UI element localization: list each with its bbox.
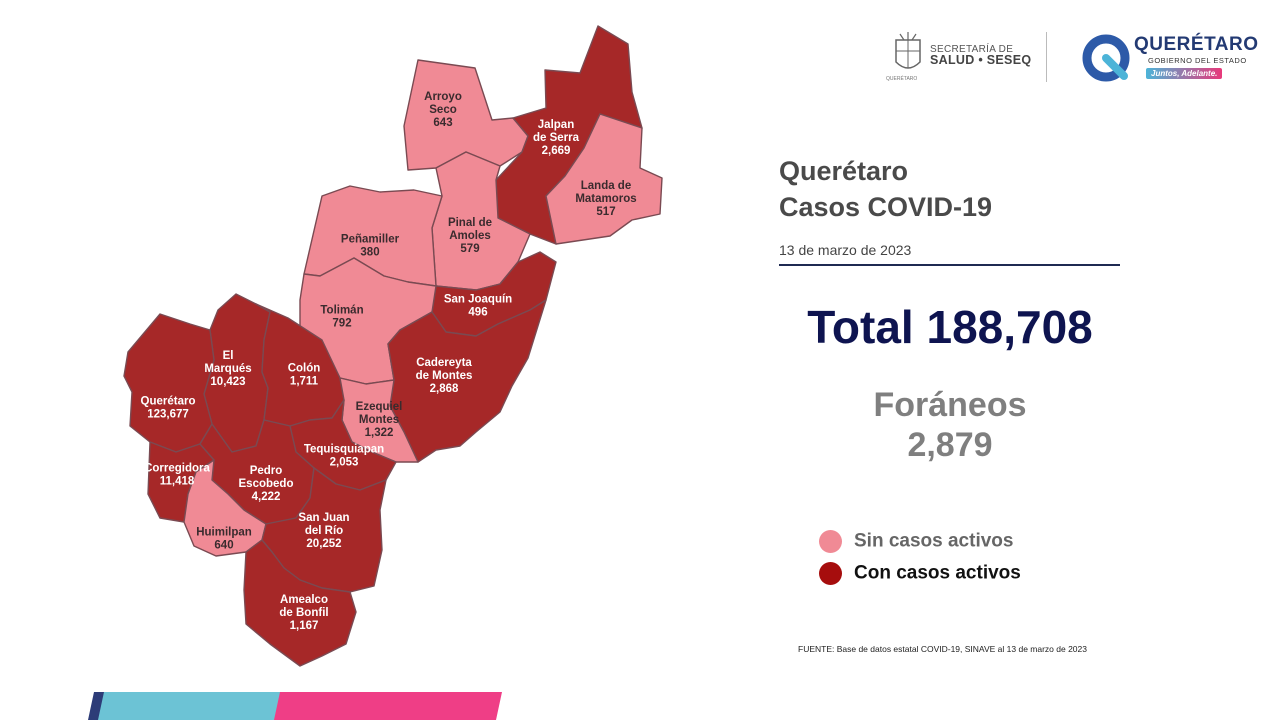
legend-swatch-sin-casos [819, 530, 842, 553]
label-name-el-marques: El [223, 350, 234, 362]
secretaria-line1: SECRETARÍA DE [930, 44, 1014, 55]
title-line1: Querétaro [779, 156, 909, 186]
label-name-cadereyta-de-montes: de Montes [416, 370, 473, 382]
legend-con-casos: Con casos activos [819, 562, 1021, 585]
label-cases-penamiller: 380 [360, 247, 379, 259]
label-name-jalpan-de-serra: Jalpan [538, 119, 574, 131]
label-name-corregidora: Corregidora [144, 463, 210, 475]
label-name-ezequiel-montes: Montes [359, 414, 399, 426]
label-cases-landa-de-matamoros: 517 [596, 206, 615, 218]
label-name-toliman: Tolimán [320, 305, 363, 317]
date-underline [779, 264, 1120, 266]
label-cases-tequisquiapan: 2,053 [330, 457, 359, 469]
gobierno-subtitle: GOBIERNO DEL ESTADO [1148, 56, 1247, 65]
label-name-amealco-de-bonfil: Amealco [280, 594, 328, 606]
gobierno-name: QUERÉTARO [1134, 34, 1259, 55]
label-name-san-juan-del-rio: del Río [305, 525, 343, 537]
state-seal-icon [895, 32, 921, 69]
label-name-pedro-escobedo: Pedro [250, 465, 283, 477]
label-name-ezequiel-montes: Ezequiel [356, 401, 403, 413]
label-name-el-marques: Marqués [204, 363, 251, 375]
label-name-cadereyta-de-montes: Cadereyta [416, 357, 472, 369]
label-cases-san-joaquin: 496 [468, 307, 487, 319]
label-cases-huimilpan: 640 [214, 540, 233, 552]
label-name-queretaro: Querétaro [141, 396, 196, 408]
label-name-jalpan-de-serra: de Serra [533, 132, 580, 144]
label-name-tequisquiapan: Tequisquiapan [304, 444, 384, 456]
label-name-pedro-escobedo: Escobedo [239, 478, 294, 490]
label-name-amealco-de-bonfil: de Bonfil [279, 607, 328, 619]
total-cases: Total 188,708 [807, 301, 1093, 353]
title-line2: Casos COVID-19 [779, 192, 993, 222]
label-cases-jalpan-de-serra: 2,669 [542, 145, 571, 157]
secretaria-salud-logo: SECRETARÍA DE SALUD • SESEQ [930, 44, 1031, 66]
label-name-colon: Colón [288, 363, 321, 375]
label-name-landa-de-matamoros: Landa de [581, 180, 631, 192]
footer-stripes [88, 692, 502, 720]
label-cases-pedro-escobedo: 4,222 [252, 491, 281, 503]
data-source-note: FUENTE: Base de datos estatal COVID-19, … [798, 644, 1087, 654]
label-cases-arroyo-seco: 643 [433, 117, 452, 129]
label-name-pinal-de-amoles: Amoles [449, 230, 491, 242]
label-name-arroyo-seco: Seco [429, 104, 457, 116]
foraneos-value: 2,879 [907, 426, 993, 464]
municipality-arroyo-seco [403, 59, 529, 171]
queretaro-q-logo-icon [1082, 34, 1130, 82]
page-title: Querétaro Casos COVID-19 [779, 153, 992, 225]
secretaria-line2: SALUD • SESEQ [930, 53, 1032, 67]
label-cases-colon: 1,711 [290, 376, 319, 388]
municipality-queretaro [123, 313, 215, 453]
label-name-huimilpan: Huimilpan [196, 527, 252, 539]
gobierno-slogan: Juntos, Adelante. [1146, 68, 1223, 79]
label-name-landa-de-matamoros: Matamoros [575, 193, 636, 205]
label-name-penamiller: Peñamiller [341, 234, 400, 246]
header-logos: QUERÉTARO SECRETARÍA DE SALUD • SESEQ QU… [884, 28, 1258, 88]
label-name-san-joaquin: San Joaquín [444, 294, 512, 306]
logo-divider [1046, 32, 1047, 82]
label-cases-cadereyta-de-montes: 2,868 [430, 383, 459, 395]
label-cases-ezequiel-montes: 1,322 [365, 427, 394, 439]
foraneos-label: Foráneos [873, 386, 1027, 424]
label-name-arroyo-seco: Arroyo [424, 91, 462, 103]
label-name-san-juan-del-rio: San Juan [298, 512, 349, 524]
legend-swatch-con-casos [819, 562, 842, 585]
label-cases-queretaro: 123,677 [147, 409, 189, 421]
seal-caption: QUERÉTARO [886, 76, 918, 82]
label-cases-corregidora: 11,418 [160, 476, 195, 488]
label-cases-pinal-de-amoles: 579 [460, 243, 479, 255]
label-cases-amealco-de-bonfil: 1,167 [290, 620, 319, 632]
report-date: 13 de marzo de 2023 [779, 242, 912, 258]
municipality-amealco-de-bonfil [243, 539, 357, 667]
label-cases-san-juan-del-rio: 20,252 [306, 538, 341, 550]
legend-label-sin-casos: Sin casos activos [854, 530, 1014, 552]
legend-sin-casos: Sin casos activos [819, 530, 1013, 553]
label-cases-el-marques: 10,423 [210, 376, 245, 388]
legend-label-con-casos: Con casos activos [854, 562, 1021, 584]
foraneos-block: Foráneos 2,879 [760, 385, 1140, 465]
municipality-landa-de-matamoros [545, 113, 663, 245]
label-name-pinal-de-amoles: Pinal de [448, 217, 492, 229]
label-cases-toliman: 792 [332, 318, 351, 330]
